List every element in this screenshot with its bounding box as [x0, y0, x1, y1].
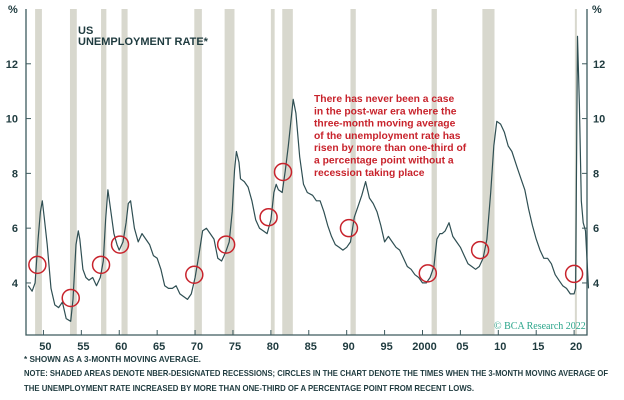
signal-circle [339, 218, 359, 238]
x-tick-label: 10 [494, 341, 506, 353]
axis-frame [25, 9, 588, 336]
left-unit-label: % [8, 4, 18, 16]
axes: 4 4 6 6 8 8 10 10 12 12 50 55 60 65 70 75 80 85 90 95 2000 05… [6, 9, 605, 353]
signal-circle [110, 235, 130, 254]
annotation-line: a percentage point without a [314, 156, 454, 167]
y-tick-label-right: 10 [593, 114, 605, 126]
y-tick-label-left: 6 [12, 223, 18, 235]
recession-band [121, 9, 128, 335]
recession-band [574, 9, 577, 335]
footnote-note-line2: THE UNEMPLOYMENT RATE INCREASED BY MORE … [24, 384, 474, 393]
footnote-note-line1: NOTE: SHADED AREAS DENOTE NBER-DESIGNATE… [24, 369, 608, 378]
y-tick-label-right: 12 [593, 59, 605, 71]
y-tick-label-left: 12 [6, 59, 18, 71]
chart-title-line2: UNEMPLOYMENT RATE* [78, 36, 209, 48]
recession-band [270, 9, 275, 335]
signal-circle [216, 235, 236, 254]
recession-band [194, 9, 202, 335]
recession-band [350, 9, 356, 335]
y-tick-label-left: 4 [12, 278, 19, 290]
signal-circle [61, 288, 80, 308]
recession-band [35, 9, 42, 335]
recession-band [282, 9, 293, 335]
signal-circle [273, 162, 293, 182]
x-tick-label: 70 [191, 341, 203, 353]
signal-circle [470, 240, 490, 260]
x-tick-label: 15 [532, 341, 544, 353]
y-tick-label-right: 4 [593, 278, 600, 290]
x-tick-label: 05 [456, 341, 468, 353]
y-tick-label-right: 8 [593, 168, 599, 180]
signal-circle [259, 207, 278, 227]
recession-band [69, 9, 77, 335]
x-tick-label: 80 [267, 341, 279, 353]
annotation-line: recession taking place [314, 168, 425, 179]
x-tick-label: 55 [77, 341, 89, 353]
x-tick-label: 90 [343, 341, 355, 353]
signal-circle [91, 255, 111, 275]
x-tick-label: 2000 [412, 341, 436, 353]
signal-circle [418, 264, 438, 283]
signal-circles [28, 162, 584, 308]
x-tick-label: 20 [570, 341, 582, 353]
chart-title-line1: US [78, 25, 93, 37]
recession-band [431, 9, 437, 335]
annotation-line: There has never been a case [314, 94, 455, 105]
annotation-line: of the unemployment rate has [314, 131, 461, 142]
copyright: © BCA Research 2022 [494, 321, 586, 332]
y-tick-label-left: 8 [12, 168, 18, 180]
recession-bands [35, 9, 577, 335]
signal-circle [564, 264, 584, 284]
recession-band [224, 9, 235, 335]
x-tick-label: 65 [153, 341, 165, 353]
x-tick-label: 50 [39, 341, 51, 353]
recession-band [482, 9, 495, 335]
y-tick-label-right: 6 [593, 223, 599, 235]
y-tick-label-left: 10 [6, 114, 18, 126]
right-unit-label: % [592, 4, 602, 16]
unemployment-line [27, 35, 590, 322]
annotation-line: in the post-war era where the [314, 106, 457, 117]
signal-circle [28, 255, 47, 275]
recession-band [101, 9, 107, 335]
signal-circle [185, 265, 204, 284]
annotation-line: three-month moving average [314, 119, 456, 130]
annotation-line: risen by more than one-third of [314, 143, 467, 154]
x-tick-label: 95 [380, 341, 392, 353]
x-tick-label: 85 [305, 341, 317, 353]
footnote-asterisk: * SHOWN AS A 3-MONTH MOVING AVERAGE. [24, 355, 201, 364]
x-tick-label: 60 [115, 341, 127, 353]
x-tick-label: 75 [229, 341, 241, 353]
